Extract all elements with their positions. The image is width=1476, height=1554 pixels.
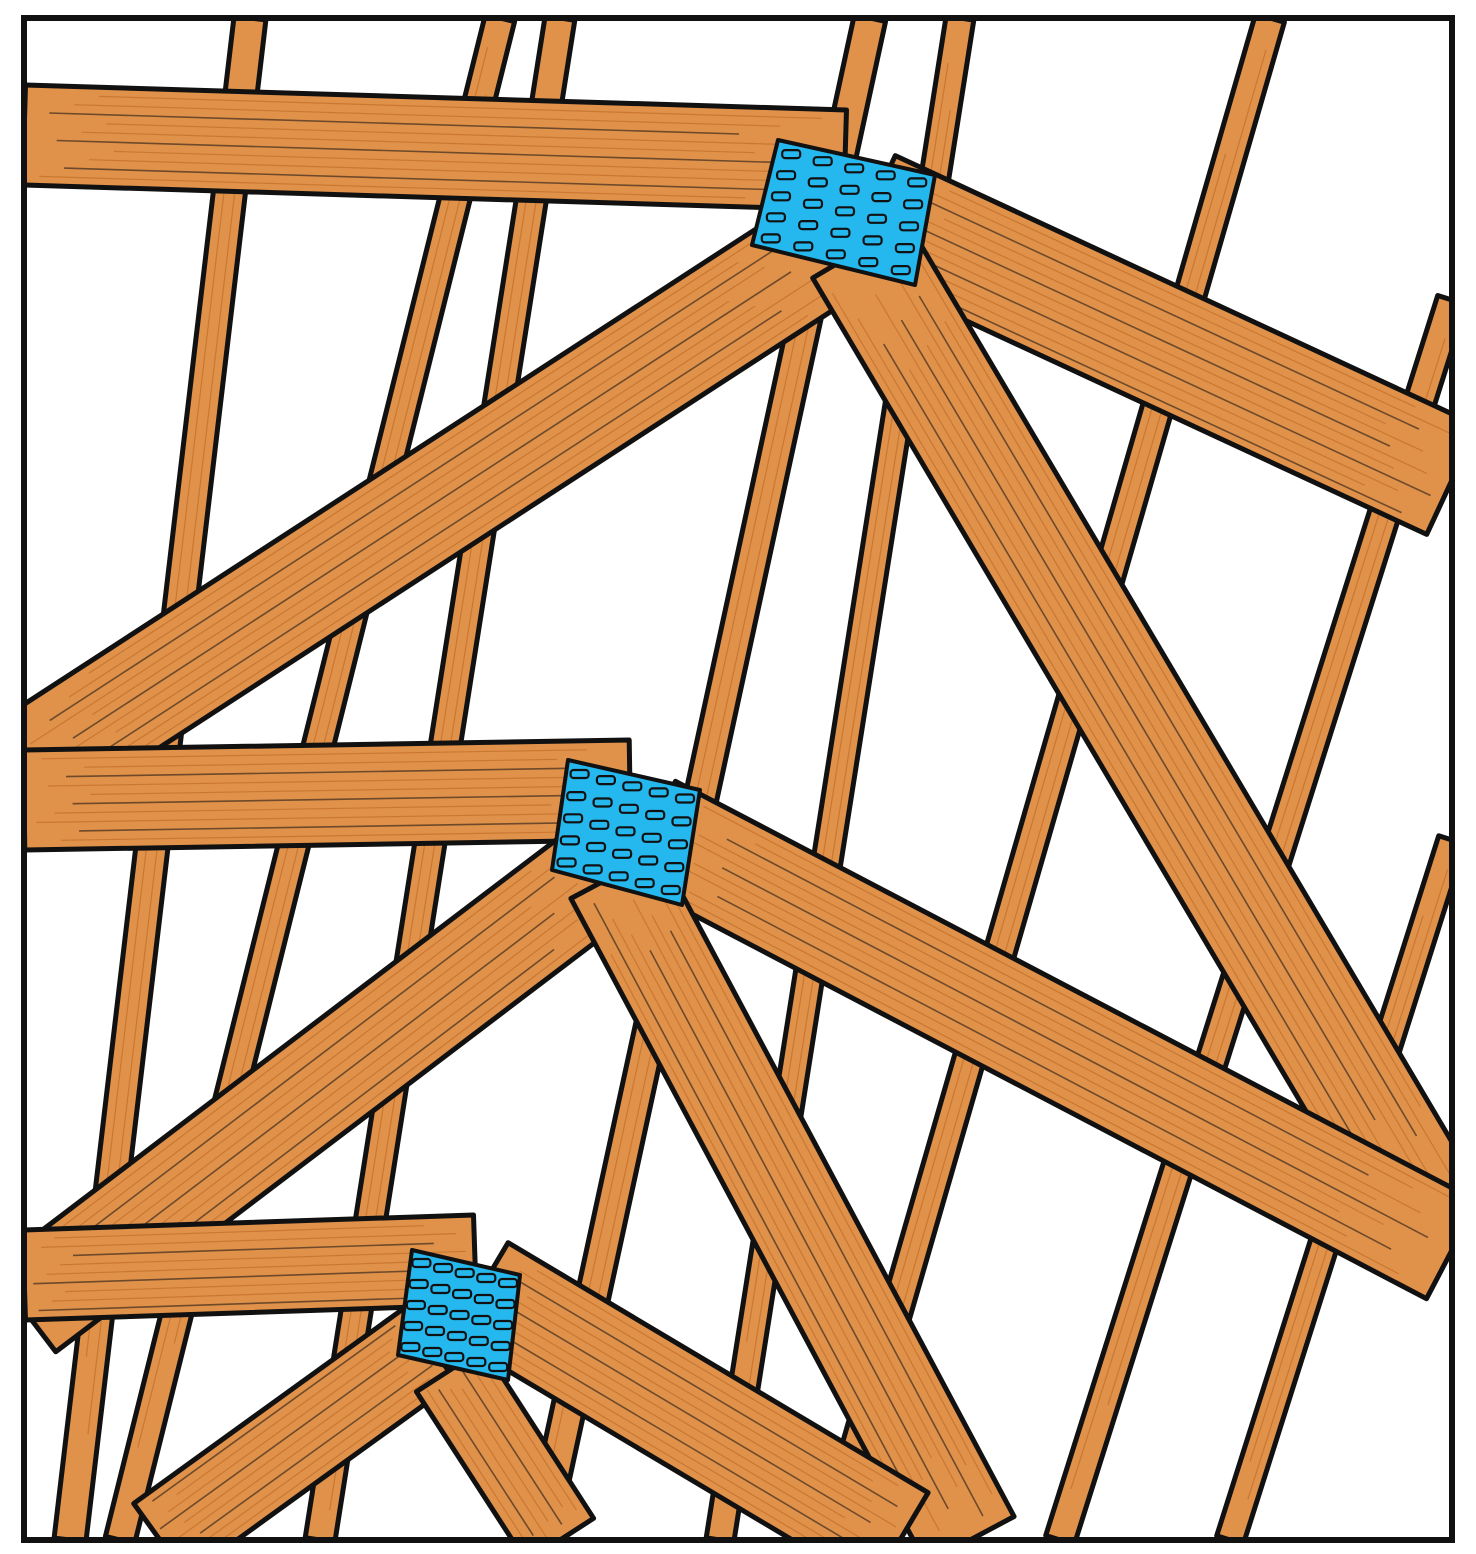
gusset-plate: [750, 138, 937, 287]
wood-beam: [568, 849, 1017, 1540]
wood-beam: [24, 82, 849, 213]
wood-beam: [131, 1306, 459, 1540]
wood-beam: [622, 778, 1452, 1302]
wood-beam: [24, 737, 634, 853]
gusset-plate: [396, 1248, 522, 1382]
truss-member-layer: [24, 82, 1452, 1540]
wood-beam: [24, 1212, 479, 1323]
gusset-plate-layer: [396, 138, 937, 1382]
frame-border: [21, 15, 1455, 1543]
gusset-plate: [550, 758, 702, 907]
